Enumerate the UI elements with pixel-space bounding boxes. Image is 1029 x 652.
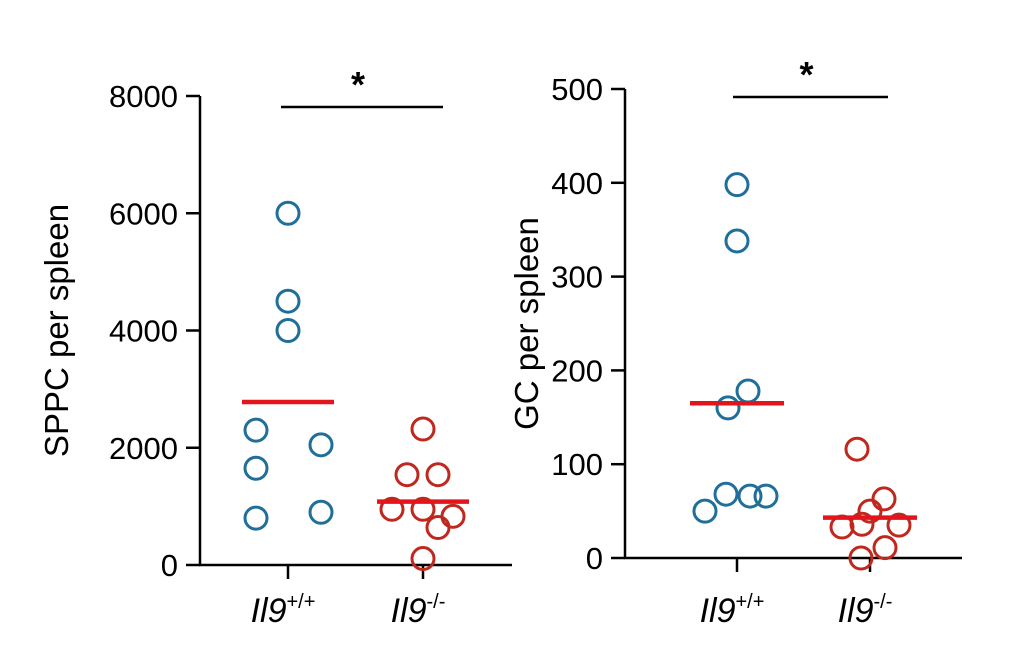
- y-axis-label: GC per spleen: [508, 217, 545, 430]
- y-tick-label: 100: [551, 447, 603, 482]
- data-point: [425, 462, 451, 488]
- data-point: [243, 505, 269, 531]
- data-point: [275, 288, 301, 314]
- data-point: [410, 546, 436, 572]
- genotype-superscript: -/-: [874, 591, 893, 613]
- y-tick-label: 2000: [109, 431, 178, 466]
- data-point: [425, 514, 451, 540]
- data-point: [410, 496, 436, 522]
- data-point: [243, 417, 269, 443]
- data-point: [713, 481, 739, 507]
- y-tick-label: 4000: [109, 314, 178, 349]
- significance-star: *: [351, 64, 365, 105]
- data-point: [379, 496, 405, 522]
- y-tick-label: 300: [551, 260, 603, 295]
- y-tick-label: 6000: [109, 196, 178, 231]
- genotype-superscript: -/-: [427, 591, 446, 613]
- data-point: [857, 498, 883, 524]
- y-tick-label: 400: [551, 166, 603, 201]
- data-point: [692, 498, 718, 524]
- data-point: [849, 511, 875, 537]
- y-tick-label: 200: [551, 353, 603, 388]
- genotype-base: Il9: [251, 592, 287, 630]
- data-point: [440, 503, 466, 529]
- genotype-base: Il9: [838, 592, 874, 630]
- y-tick-label: 500: [551, 72, 603, 107]
- y-tick-label: 0: [161, 548, 178, 583]
- data-point: [308, 432, 334, 458]
- data-point: [715, 395, 741, 421]
- data-point: [724, 172, 750, 198]
- data-point: [724, 228, 750, 254]
- y-axis-label: SPPC per spleen: [38, 204, 75, 457]
- x-tick-label: Il9+/+: [251, 591, 316, 630]
- genotype-superscript: +/+: [736, 591, 765, 613]
- data-point: [275, 318, 301, 343]
- data-point: [753, 483, 779, 509]
- data-point: [735, 378, 761, 404]
- x-tick-label: Il9-/-: [838, 591, 893, 630]
- significance-star: *: [799, 54, 813, 95]
- data-point: [871, 486, 897, 512]
- x-tick-label: Il9+/+: [700, 591, 765, 630]
- data-point: [308, 499, 334, 525]
- data-point: [848, 545, 874, 571]
- data-point: [394, 462, 420, 488]
- x-tick-label: Il9-/-: [391, 591, 446, 630]
- data-point: [872, 535, 898, 561]
- data-point: [737, 483, 763, 509]
- genotype-base: Il9: [700, 592, 736, 630]
- y-tick-label: 8000: [109, 79, 178, 114]
- data-point: [410, 416, 436, 442]
- genotype-superscript: +/+: [287, 591, 316, 613]
- data-point: [844, 436, 870, 462]
- genotype-base: Il9: [391, 592, 427, 630]
- y-tick-label: 0: [586, 541, 603, 576]
- data-point: [243, 455, 269, 481]
- data-point: [275, 200, 301, 226]
- data-point: [886, 512, 912, 538]
